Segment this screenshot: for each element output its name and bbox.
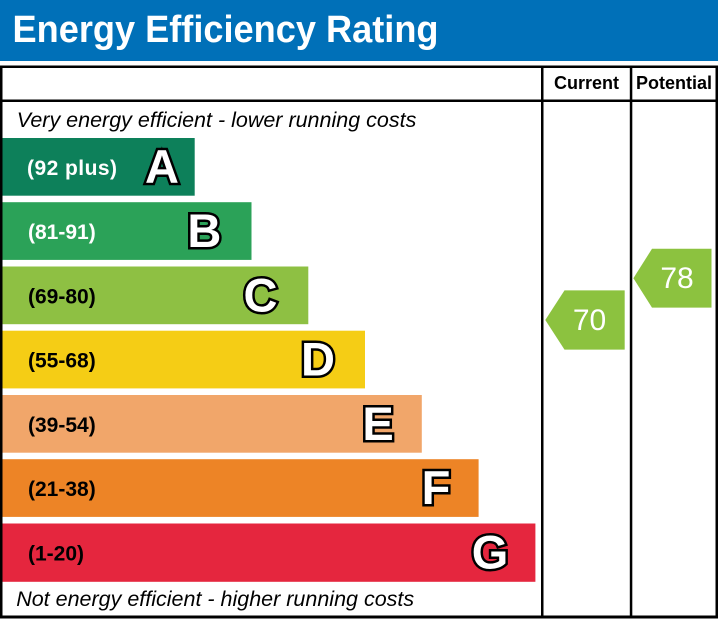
svg-text:F: F — [422, 461, 451, 514]
svg-text:(21-38): (21-38) — [28, 478, 96, 501]
svg-text:Very energy efficient - lower: Very energy efficient - lower running co… — [17, 108, 417, 132]
svg-text:78: 78 — [660, 262, 693, 295]
svg-text:Potential: Potential — [636, 73, 712, 93]
svg-text:B: B — [187, 204, 221, 257]
svg-text:Energy Efficiency Rating: Energy Efficiency Rating — [13, 9, 439, 51]
svg-text:(1-20): (1-20) — [28, 542, 84, 565]
svg-text:Not energy efficient - higher: Not energy efficient - higher running co… — [16, 587, 414, 611]
svg-text:(55-68): (55-68) — [28, 350, 96, 373]
svg-text:70: 70 — [573, 304, 606, 337]
svg-text:D: D — [301, 333, 335, 386]
svg-text:G: G — [472, 526, 509, 579]
svg-text:E: E — [362, 397, 393, 450]
svg-text:(69-80): (69-80) — [28, 285, 96, 308]
svg-text:(81-91): (81-91) — [28, 221, 96, 244]
svg-text:A: A — [145, 140, 179, 193]
svg-text:C: C — [244, 269, 278, 322]
svg-text:(39-54): (39-54) — [28, 414, 96, 437]
svg-text:Current: Current — [554, 73, 619, 93]
svg-text:(92 plus): (92 plus) — [27, 157, 117, 180]
